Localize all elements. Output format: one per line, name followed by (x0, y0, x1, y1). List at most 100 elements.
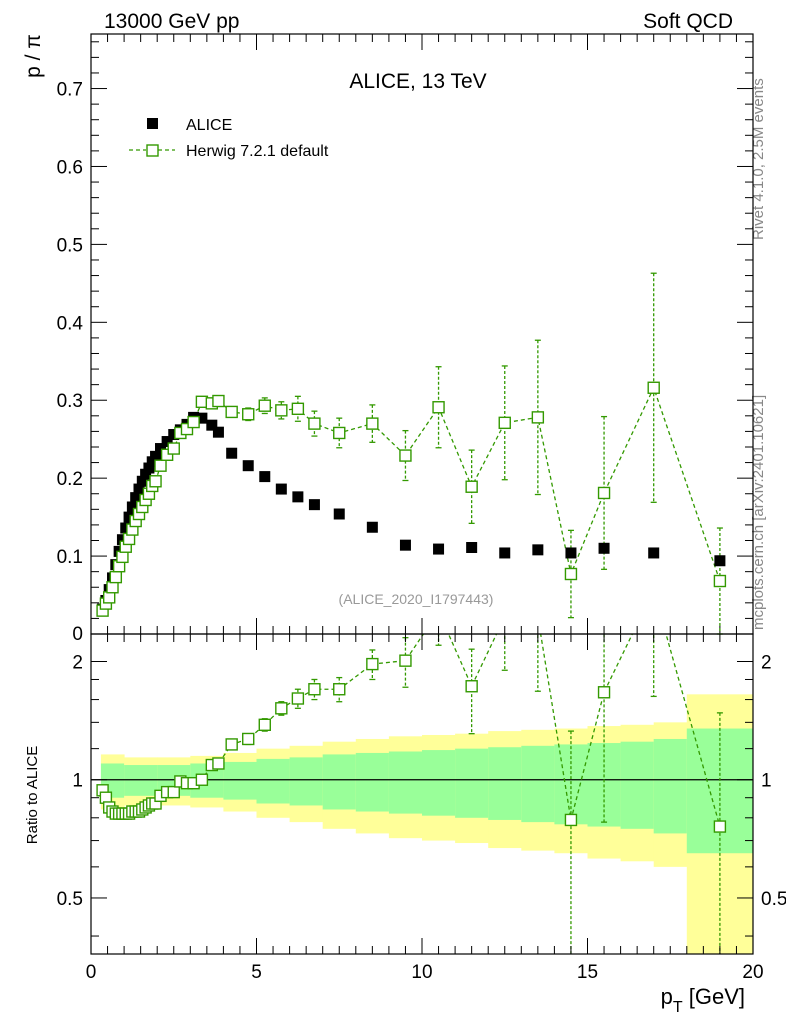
alice-data-point (433, 543, 445, 555)
main-y-tick-label: 0.4 (57, 313, 84, 334)
ratio-data-point (713, 820, 727, 833)
ratio-data-point (258, 718, 271, 731)
herwig-data-point (116, 550, 129, 564)
herwig-data-point (275, 404, 288, 417)
ratio-data-point (167, 785, 180, 799)
ratio-band-inner-bin (488, 747, 522, 820)
legend-marker-alice (147, 118, 158, 129)
alice-data-point (366, 521, 378, 533)
herwig-data-point (212, 394, 225, 408)
alice-data-point (399, 539, 411, 551)
alice-data-point (292, 491, 304, 503)
ratio-band-inner-bin (521, 745, 555, 823)
alice-data-point (133, 483, 145, 495)
alice-data-point (714, 555, 726, 567)
ratio-y-tick-label-right: 0.5 (761, 889, 786, 910)
main-y-ticks: 0.1 0.2 0.3 0.4 0.5 0.6 0.7 0 (57, 34, 754, 645)
main-y-tick-label-zero: 0 (72, 624, 83, 645)
ratio-band-inner-bin (322, 754, 357, 810)
ratio-band-inner-bin (620, 741, 655, 829)
alice-data-point (168, 429, 180, 441)
alice-data-point (648, 547, 660, 559)
alice-data-point (598, 542, 610, 554)
herwig-data-point (432, 401, 445, 414)
alice-data-point (150, 450, 162, 462)
ratio-data-point (195, 773, 209, 786)
ratio-data-point (333, 683, 346, 696)
herwig-data-point (465, 480, 478, 493)
herwig-data-point (160, 448, 174, 461)
herwig-data-point (399, 449, 412, 462)
ratio-panel: 0.5 0.51 12 20 5 10 15 20 Ratio to ALICE pT [Ge… (24, 633, 786, 1016)
ratio-axis-ticks: 0.5 0.51 12 20 5 10 15 20 (57, 634, 786, 983)
main-panel: 0.1 0.2 0.3 0.4 0.5 0.6 0.7 0 ALICE, 13 TeV p /… (22, 33, 754, 645)
ratio-data-point (366, 657, 379, 671)
alice-data-point (206, 419, 218, 431)
header-left: 13000 GeV pp (104, 10, 239, 33)
x-tick-label: 5 (251, 962, 262, 983)
alice-data-point (130, 492, 142, 504)
alice-data-point (333, 508, 345, 520)
alice-data-point (155, 443, 167, 455)
ratio-band-inner-bin (422, 750, 456, 816)
ratio-y-tick-label: 2 (72, 653, 83, 674)
herwig-data-point (149, 475, 162, 488)
legend-label-alice: ALICE (186, 117, 232, 134)
legend-marker-herwig (146, 144, 159, 157)
alice-data-point (499, 547, 511, 559)
main-y-tick-label: 0.5 (57, 235, 83, 256)
alice-data-point (140, 468, 152, 480)
alice-data-point (116, 534, 128, 546)
alice-data-point (308, 499, 320, 511)
herwig-data-point (167, 442, 180, 455)
ratio-band-inner-bin (223, 761, 257, 800)
main-y-axis-label: p / π (22, 34, 45, 78)
herwig-data-point (154, 459, 167, 472)
herwig-data-point (713, 574, 727, 588)
legend: ALICE Herwig 7.2.1 default (129, 117, 329, 160)
herwig-data-point (597, 486, 611, 500)
alice-data-point (120, 522, 132, 534)
main-y-tick-label: 0.3 (57, 391, 83, 412)
ratio-y-tick-label: 1 (72, 771, 83, 792)
rivet-version-label: Rivet 4.1.0, 2.5M events (750, 78, 767, 240)
ratio-band-inner-bin (388, 751, 423, 814)
ratio-data-point (225, 738, 238, 751)
main-y-tick-label: 0.2 (57, 469, 83, 490)
alice-data-point (136, 475, 148, 487)
main-title: ALICE, 13 TeV (349, 70, 486, 93)
alice-data-point (123, 511, 135, 523)
main-y-tick-label: 0.7 (57, 80, 83, 101)
herwig-data-point (258, 399, 271, 412)
header-right: Soft QCD (643, 10, 733, 33)
ratio-y-tick-label-right: 2 (761, 653, 772, 674)
alice-data-point (212, 426, 224, 438)
herwig-data-point (366, 417, 379, 430)
ratio-data-point (465, 680, 478, 693)
ratio-band-inner-bin (653, 738, 688, 834)
herwig-data-point (109, 570, 123, 584)
ratio-band-inner-bin (124, 765, 158, 796)
herwig-data-point (242, 408, 255, 421)
x-tick-label: 20 (742, 962, 763, 983)
alice-data-point (466, 542, 478, 554)
mcplots-label: mcplots.cern.ch [arXiv:2401.10621] (750, 395, 767, 630)
ratio-y-axis-label: Ratio to ALICE (24, 746, 41, 844)
herwig-data-point (498, 416, 511, 430)
ratio-clipped-group (96, 634, 727, 954)
alice-data-point (242, 460, 254, 472)
ratio-data-point (212, 757, 225, 770)
ratio-data-point (291, 692, 305, 705)
main-plot-marks (96, 272, 727, 635)
herwig-data-point (180, 422, 194, 436)
ratio-y-tick-label: 0.5 (57, 889, 83, 910)
watermark-analysis-id: (ALICE_2020_I1797443) (339, 591, 494, 607)
x-tick-label: 10 (411, 962, 432, 983)
main-y-tick-label: 0.6 (57, 157, 83, 178)
herwig-data-point (225, 405, 238, 419)
main-y-tick-label: 0.1 (57, 547, 83, 568)
herwig-data-point (333, 426, 346, 440)
x-axis-label: pT [GeV] (661, 984, 745, 1016)
herwig-data-point (531, 411, 545, 424)
